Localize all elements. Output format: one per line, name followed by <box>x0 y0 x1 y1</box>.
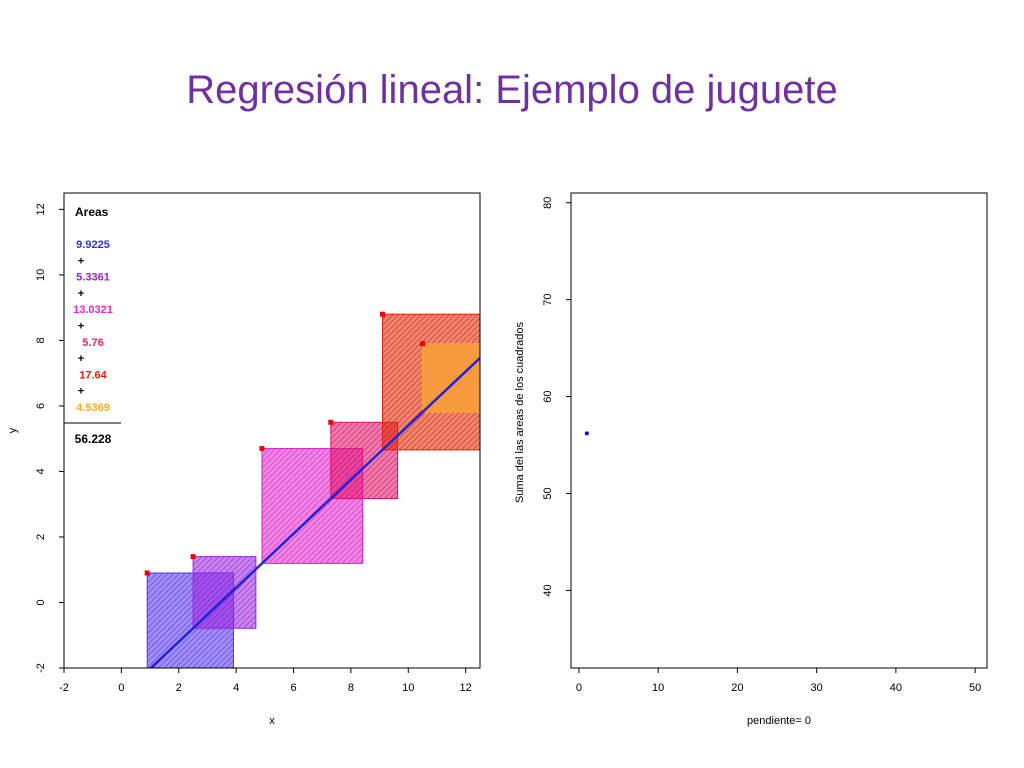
data-point <box>190 554 196 560</box>
legend-area-value: 5.76 <box>82 337 103 349</box>
left-chart: -2 0 2 4 6 8 10 12 -2 0 2 4 6 8 10 12 x y Areas 9.9225… <box>7 192 481 727</box>
legend-plus: + <box>78 321 84 333</box>
x-tick-label: 0 <box>118 682 124 694</box>
y-tick-label: 6 <box>35 403 47 409</box>
legend-area-value: 13.0321 <box>73 304 113 316</box>
y-tick-label: 8 <box>35 337 47 343</box>
left-plot-frame <box>63 192 481 669</box>
legend-plus: + <box>78 255 84 267</box>
x-tick-label: 4 <box>233 682 239 694</box>
right-plot-frame <box>570 192 988 669</box>
legend-plus: + <box>78 353 84 365</box>
x-tick-label: 50 <box>969 682 981 694</box>
data-point <box>420 341 426 347</box>
x-tick-label: -2 <box>59 682 69 694</box>
x-tick-label: 8 <box>348 682 354 694</box>
areas-legend: Areas 9.9225 +5.3361 +13.0321 +5.76 +17.64 +4… <box>64 205 121 446</box>
y-tick-label: 2 <box>35 534 47 540</box>
y-tick-label: 4 <box>35 468 47 474</box>
right-chart: 0 10 20 30 40 50 40 50 60 70 80 pendiente= 0 Suma… <box>514 192 988 727</box>
left-y-axis-label: y <box>7 427 19 433</box>
x-tick-label: 10 <box>652 682 664 694</box>
data-point <box>328 419 334 425</box>
area-square <box>422 343 480 413</box>
x-tick-label: 12 <box>460 682 472 694</box>
left-x-axis: -2 0 2 4 6 8 10 12 <box>59 668 472 694</box>
area-squares <box>146 313 480 668</box>
y-tick-label: -2 <box>35 663 47 673</box>
right-x-axis: 0 10 20 30 40 50 <box>576 668 981 694</box>
y-tick-label: 60 <box>542 390 554 402</box>
data-points <box>144 311 426 576</box>
y-tick-label: 80 <box>542 197 554 209</box>
x-tick-label: 6 <box>290 682 296 694</box>
right-x-axis-label: pendiente= 0 <box>747 715 811 727</box>
x-tick-label: 10 <box>402 682 414 694</box>
y-tick-label: 70 <box>542 294 554 306</box>
x-tick-label: 30 <box>811 682 823 694</box>
legend-plus: + <box>78 288 84 300</box>
legend-area-value: 5.3361 <box>76 272 110 284</box>
y-tick-label: 12 <box>35 203 47 215</box>
data-point <box>144 570 150 576</box>
legend-area-value: 4.5369 <box>76 402 110 414</box>
data-point <box>259 446 265 452</box>
y-tick-label: 10 <box>35 269 47 281</box>
area-square <box>192 556 257 629</box>
data-point <box>379 311 385 317</box>
x-tick-label: 40 <box>890 682 902 694</box>
y-tick-label: 40 <box>542 584 554 596</box>
x-tick-label: 0 <box>576 682 582 694</box>
x-tick-label: 20 <box>731 682 743 694</box>
sum-point <box>584 431 589 436</box>
y-tick-label: 50 <box>542 487 554 499</box>
legend-area-value: 17.64 <box>79 369 107 381</box>
right-data-points <box>584 431 589 436</box>
left-y-axis: -2 0 2 4 6 8 10 12 <box>35 203 64 673</box>
right-y-axis-label: Suma del las areas de los cuadrados <box>514 322 526 503</box>
slide-title: Regresión lineal: Ejemplo de juguete <box>186 68 838 112</box>
legend-area-value: 9.9225 <box>76 239 110 251</box>
right-y-axis: 40 50 60 70 80 <box>542 197 571 597</box>
y-tick-label: 0 <box>35 599 47 605</box>
x-tick-label: 2 <box>176 682 182 694</box>
legend-title: Areas <box>75 205 109 219</box>
legend-plus: + <box>78 386 84 398</box>
regression-line-group <box>149 357 480 668</box>
legend-total: 56.228 <box>75 432 112 446</box>
left-x-axis-label: x <box>269 715 275 727</box>
regression-line <box>149 357 480 668</box>
